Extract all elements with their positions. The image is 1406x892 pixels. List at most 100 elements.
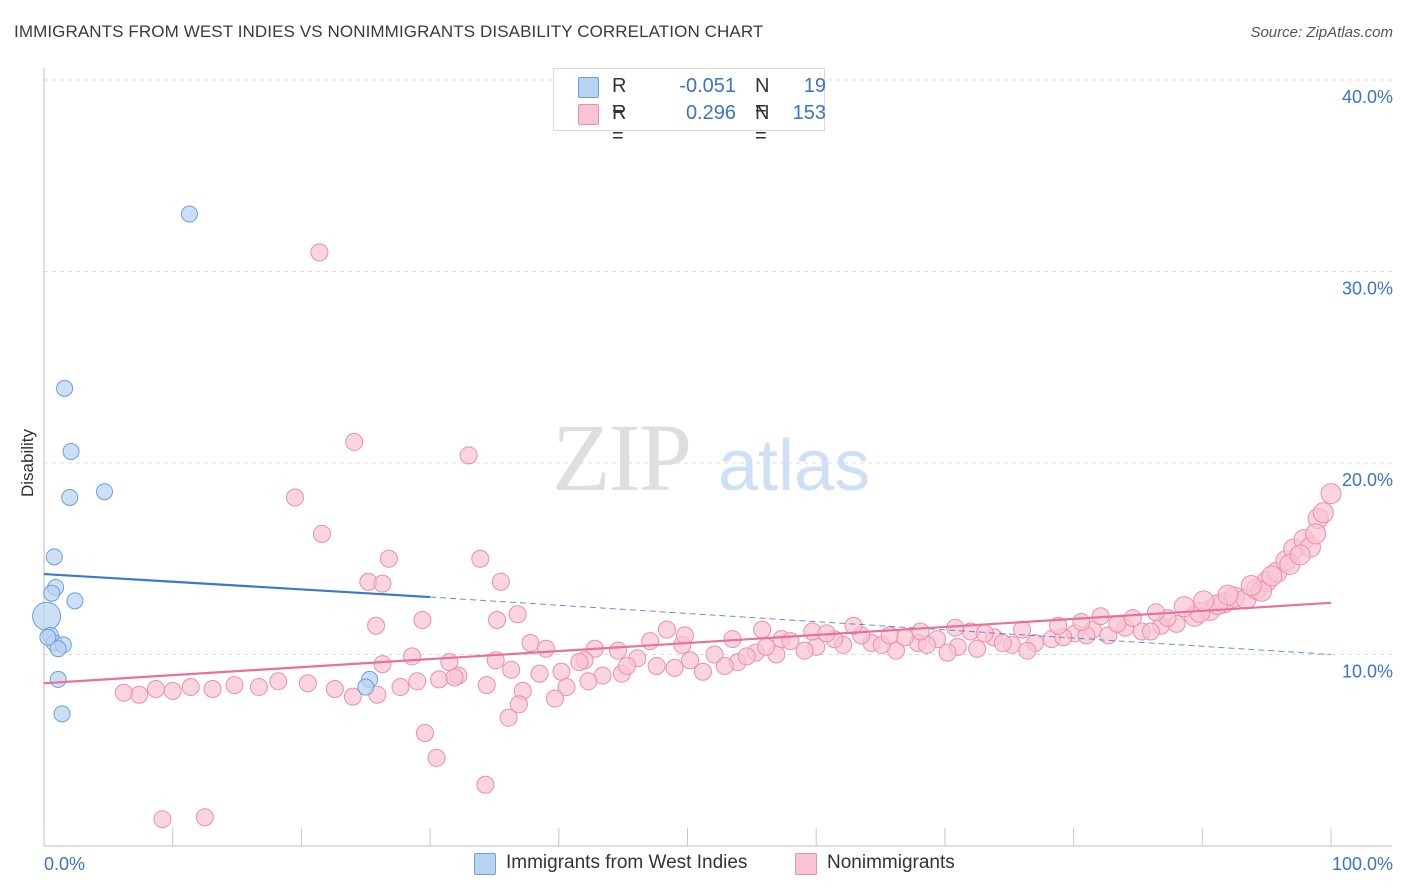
data-point-nonimmigrants (195, 808, 214, 827)
data-point-nonimmigrants (968, 639, 987, 658)
data-point-nonimmigrants (181, 678, 200, 697)
data-point-west-indies (32, 601, 62, 631)
data-point-nonimmigrants (114, 683, 133, 702)
legend-swatch-pink (795, 853, 817, 875)
watermark: ZIP atlas (552, 404, 870, 511)
data-point-nonimmigrants (1108, 614, 1127, 633)
series-nonimmigrants-points (114, 243, 1342, 829)
data-point-nonimmigrants (509, 695, 528, 714)
gridlines (44, 79, 1392, 655)
data-point-nonimmigrants (312, 524, 331, 543)
data-point-nonimmigrants (1217, 584, 1239, 606)
data-point-nonimmigrants (557, 678, 576, 697)
data-point-nonimmigrants (477, 676, 496, 695)
data-point-nonimmigrants (552, 662, 571, 681)
data-point-nonimmigrants (1018, 641, 1037, 660)
data-point-nonimmigrants (1173, 596, 1195, 618)
y-tick-label: 40.0% (1342, 87, 1393, 107)
data-point-nonimmigrants (753, 620, 772, 639)
data-point-nonimmigrants (675, 626, 694, 645)
watermark-atlas: atlas (718, 426, 870, 506)
data-point-nonimmigrants (545, 689, 564, 708)
data-point-nonimmigrants (795, 641, 814, 660)
data-point-nonimmigrants (471, 549, 490, 568)
data-point-nonimmigrants (249, 678, 268, 697)
data-point-nonimmigrants (413, 611, 432, 630)
n-label: N = (755, 102, 770, 147)
series-legend: Immigrants from West Indies Nonimmigrant… (0, 851, 1406, 879)
data-point-nonimmigrants (502, 660, 521, 679)
data-point-nonimmigrants (938, 643, 957, 662)
data-point-nonimmigrants (298, 674, 317, 693)
data-point-nonimmigrants (618, 656, 637, 675)
data-point-nonimmigrants (609, 641, 628, 660)
data-point-nonimmigrants (647, 656, 666, 675)
watermark-zip: ZIP (552, 404, 690, 511)
data-point-nonimmigrants (1320, 483, 1342, 505)
data-point-nonimmigrants (657, 620, 676, 639)
data-point-nonimmigrants (1240, 575, 1262, 597)
data-point-nonimmigrants (225, 676, 244, 695)
data-point-nonimmigrants (373, 655, 392, 674)
legend-swatch-blue (474, 853, 496, 875)
data-point-west-indies (62, 443, 80, 461)
data-point-nonimmigrants (130, 685, 149, 704)
axes (43, 68, 1392, 847)
data-point-nonimmigrants (269, 672, 288, 691)
data-point-nonimmigrants (1312, 502, 1334, 524)
data-point-nonimmigrants (1305, 523, 1327, 545)
data-point-nonimmigrants (993, 634, 1012, 653)
data-point-west-indies (357, 678, 375, 696)
r-label: R = (612, 102, 627, 147)
data-point-nonimmigrants (911, 622, 930, 641)
legend-label: Nonimmigrants (827, 852, 955, 873)
data-point-nonimmigrants (570, 653, 589, 672)
data-point-nonimmigrants (491, 572, 510, 591)
data-point-nonimmigrants (536, 639, 555, 658)
legend-label: Immigrants from West Indies (506, 852, 748, 873)
data-point-nonimmigrants (343, 687, 362, 706)
n-value: 19 (803, 75, 826, 97)
data-point-nonimmigrants (203, 679, 222, 698)
data-point-nonimmigrants (403, 647, 422, 666)
data-point-nonimmigrants (693, 662, 712, 681)
r-value: -0.051 (679, 75, 736, 97)
data-point-nonimmigrants (1261, 565, 1283, 587)
data-point-nonimmigrants (373, 574, 392, 593)
data-point-nonimmigrants (488, 611, 507, 630)
source-credit: Source: ZipAtlas.com (1250, 24, 1393, 41)
data-point-west-indies (180, 205, 198, 223)
data-point-nonimmigrants (641, 632, 660, 651)
data-point-west-indies (56, 379, 74, 397)
trend-line-nonimmigrants (43, 601, 1332, 685)
data-point-nonimmigrants (530, 664, 549, 683)
chart-title: IMMIGRANTS FROM WEST INDIES VS NONIMMIGR… (14, 22, 764, 41)
data-point-west-indies (45, 548, 63, 566)
y-tick-label: 30.0% (1342, 279, 1393, 299)
data-point-nonimmigrants (681, 651, 700, 670)
data-point-nonimmigrants (408, 672, 427, 691)
data-point-nonimmigrants (345, 432, 364, 451)
data-point-west-indies (95, 483, 113, 501)
data-point-nonimmigrants (975, 624, 994, 643)
data-point-nonimmigrants (325, 679, 344, 698)
trend-lines (43, 572, 1332, 685)
data-point-nonimmigrants (757, 637, 776, 656)
y-axis-label: Disability (18, 428, 37, 497)
n-label: N = (755, 75, 770, 120)
trend-line-west-indies-dashed (430, 596, 1332, 655)
data-point-west-indies (53, 705, 71, 723)
data-point-nonimmigrants (1072, 612, 1091, 631)
data-point-nonimmigrants (896, 628, 915, 647)
data-point-nonimmigrants (715, 656, 734, 675)
y-tick-label: 10.0% (1342, 662, 1393, 682)
data-point-west-indies (49, 640, 67, 658)
data-point-nonimmigrants (153, 810, 172, 829)
data-point-nonimmigrants (427, 748, 446, 767)
data-point-nonimmigrants (1049, 616, 1068, 635)
data-point-nonimmigrants (310, 243, 329, 262)
data-point-nonimmigrants (1013, 620, 1032, 639)
n-value: 153 (792, 102, 826, 124)
data-point-nonimmigrants (367, 616, 386, 635)
